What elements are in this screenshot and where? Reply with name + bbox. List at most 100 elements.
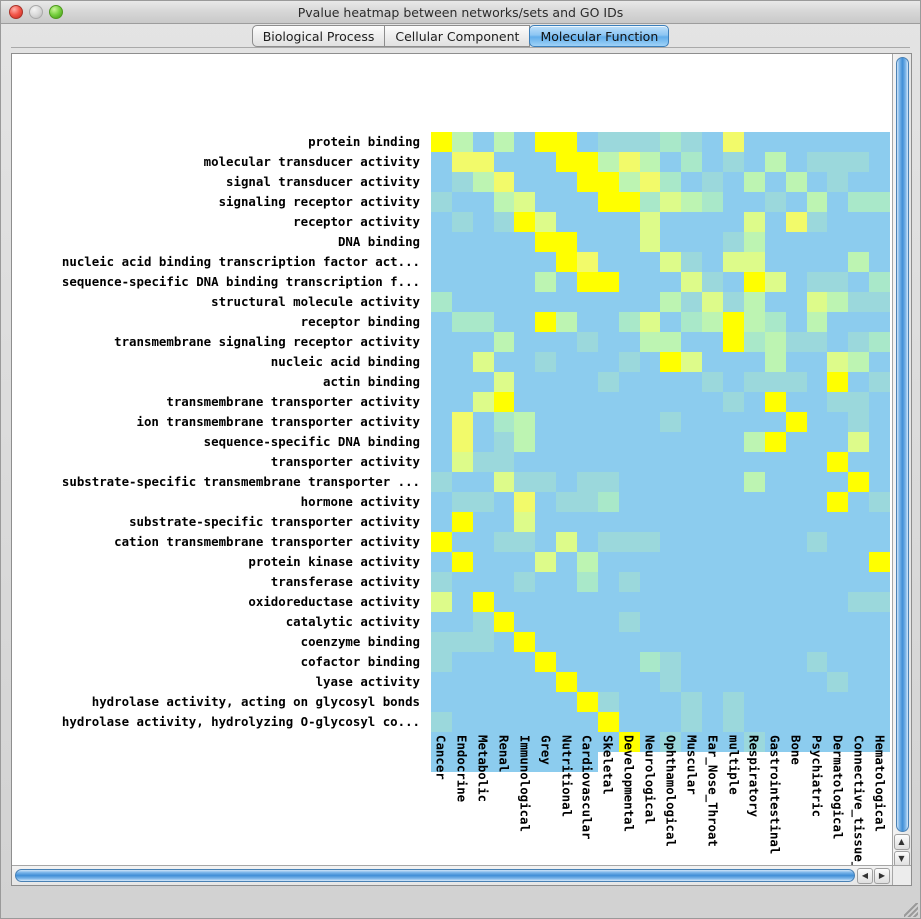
heatmap-cell[interactable] bbox=[764, 332, 786, 352]
heatmap-cell[interactable] bbox=[848, 472, 870, 492]
heatmap-cell[interactable] bbox=[618, 612, 640, 632]
heatmap-cell[interactable] bbox=[472, 612, 494, 632]
heatmap-cell[interactable] bbox=[431, 412, 452, 432]
heatmap-cell[interactable] bbox=[431, 532, 452, 552]
heatmap-cell[interactable] bbox=[702, 132, 724, 152]
heatmap-cell[interactable] bbox=[535, 692, 557, 712]
heatmap-cell[interactable] bbox=[743, 432, 765, 452]
heatmap-cell[interactable] bbox=[577, 552, 598, 572]
heatmap-cell[interactable] bbox=[723, 292, 744, 312]
heatmap-cell[interactable] bbox=[827, 212, 849, 232]
heatmap-cell[interactable] bbox=[472, 292, 494, 312]
heatmap-cell[interactable] bbox=[764, 592, 786, 612]
heatmap-cell[interactable] bbox=[451, 132, 473, 152]
heatmap-cell[interactable] bbox=[806, 272, 828, 292]
heatmap-cell[interactable] bbox=[577, 612, 598, 632]
heatmap-cell[interactable] bbox=[743, 692, 765, 712]
heatmap-cell[interactable] bbox=[660, 692, 682, 712]
heatmap-cell[interactable] bbox=[472, 392, 494, 412]
heatmap-cell[interactable] bbox=[702, 312, 724, 332]
heatmap-cell[interactable] bbox=[431, 512, 452, 532]
heatmap-cell[interactable] bbox=[431, 692, 452, 712]
heatmap-cell[interactable] bbox=[618, 212, 640, 232]
heatmap-cell[interactable] bbox=[556, 712, 578, 732]
heatmap-cell[interactable] bbox=[431, 372, 452, 392]
heatmap-cell[interactable] bbox=[702, 392, 724, 412]
heatmap-cell[interactable] bbox=[639, 232, 661, 252]
scroll-up-icon[interactable]: ▲ bbox=[893, 834, 910, 850]
heatmap-cell[interactable] bbox=[785, 412, 807, 432]
heatmap-cell[interactable] bbox=[431, 472, 452, 492]
heatmap-cell[interactable] bbox=[723, 452, 744, 472]
heatmap-cell[interactable] bbox=[556, 132, 578, 152]
heatmap-cell[interactable] bbox=[681, 272, 703, 292]
heatmap-cell[interactable] bbox=[451, 432, 473, 452]
heatmap-cell[interactable] bbox=[702, 232, 724, 252]
heatmap-cell[interactable] bbox=[702, 372, 724, 392]
heatmap-cell[interactable] bbox=[472, 372, 494, 392]
zoom-window-button[interactable] bbox=[49, 5, 63, 19]
heatmap-cell[interactable] bbox=[493, 672, 515, 692]
heatmap-cell[interactable] bbox=[848, 452, 870, 472]
heatmap-cell[interactable] bbox=[597, 632, 619, 652]
heatmap-cell[interactable] bbox=[535, 492, 557, 512]
heatmap-cell[interactable] bbox=[681, 212, 703, 232]
heatmap-cell[interactable] bbox=[660, 552, 682, 572]
scroll-right-icon[interactable]: ▶ bbox=[874, 868, 890, 884]
heatmap-cell[interactable] bbox=[431, 712, 452, 732]
heatmap-cell[interactable] bbox=[597, 692, 619, 712]
heatmap-cell[interactable] bbox=[514, 292, 536, 312]
heatmap-cell[interactable] bbox=[493, 312, 515, 332]
heatmap-cell[interactable] bbox=[702, 172, 724, 192]
heatmap-cell[interactable] bbox=[535, 412, 557, 432]
heatmap-cell[interactable] bbox=[723, 172, 744, 192]
heatmap-cell[interactable] bbox=[577, 332, 598, 352]
heatmap-cell[interactable] bbox=[639, 532, 661, 552]
heatmap-cell[interactable] bbox=[535, 572, 557, 592]
heatmap-cell[interactable] bbox=[681, 412, 703, 432]
heatmap-cell[interactable] bbox=[743, 572, 765, 592]
heatmap-cell[interactable] bbox=[431, 292, 452, 312]
heatmap-cell[interactable] bbox=[681, 292, 703, 312]
heatmap-cell[interactable] bbox=[723, 732, 744, 752]
heatmap-cell[interactable] bbox=[764, 352, 786, 372]
heatmap-cell[interactable] bbox=[514, 552, 536, 572]
heatmap-cell[interactable] bbox=[723, 492, 744, 512]
heatmap-cell[interactable] bbox=[514, 452, 536, 472]
heatmap-cell[interactable] bbox=[493, 452, 515, 472]
heatmap-cell[interactable] bbox=[743, 452, 765, 472]
heatmap-cell[interactable] bbox=[577, 692, 598, 712]
heatmap-cell[interactable] bbox=[806, 532, 828, 552]
heatmap-cell[interactable] bbox=[723, 432, 744, 452]
heatmap-cell[interactable] bbox=[431, 612, 452, 632]
heatmap-cell[interactable] bbox=[723, 572, 744, 592]
heatmap-cell[interactable] bbox=[827, 572, 849, 592]
heatmap-cell[interactable] bbox=[806, 212, 828, 232]
heatmap-cell[interactable] bbox=[556, 672, 578, 692]
heatmap-cell[interactable] bbox=[556, 272, 578, 292]
heatmap-cell[interactable] bbox=[431, 232, 452, 252]
heatmap-cell[interactable] bbox=[493, 212, 515, 232]
heatmap-cell[interactable] bbox=[827, 272, 849, 292]
heatmap-cell[interactable] bbox=[702, 612, 724, 632]
heatmap-cell[interactable] bbox=[431, 752, 452, 772]
heatmap-cell[interactable] bbox=[535, 232, 557, 252]
heatmap-cell[interactable] bbox=[577, 632, 598, 652]
heatmap-cell[interactable] bbox=[764, 632, 786, 652]
heatmap-cell[interactable] bbox=[702, 152, 724, 172]
heatmap-cell[interactable] bbox=[764, 572, 786, 592]
heatmap-cell[interactable] bbox=[660, 232, 682, 252]
heatmap-cell[interactable] bbox=[806, 252, 828, 272]
heatmap-cell[interactable] bbox=[577, 212, 598, 232]
heatmap-cell[interactable] bbox=[681, 492, 703, 512]
heatmap-cell[interactable] bbox=[618, 432, 640, 452]
heatmap-cell[interactable] bbox=[618, 692, 640, 712]
heatmap-cell[interactable] bbox=[618, 312, 640, 332]
heatmap-cell[interactable] bbox=[869, 192, 890, 212]
heatmap-cell[interactable] bbox=[431, 552, 452, 572]
heatmap-cell[interactable] bbox=[618, 232, 640, 252]
heatmap-cell[interactable] bbox=[472, 212, 494, 232]
heatmap-cell[interactable] bbox=[493, 332, 515, 352]
heatmap-cell[interactable] bbox=[493, 732, 515, 752]
heatmap-cell[interactable] bbox=[681, 432, 703, 452]
